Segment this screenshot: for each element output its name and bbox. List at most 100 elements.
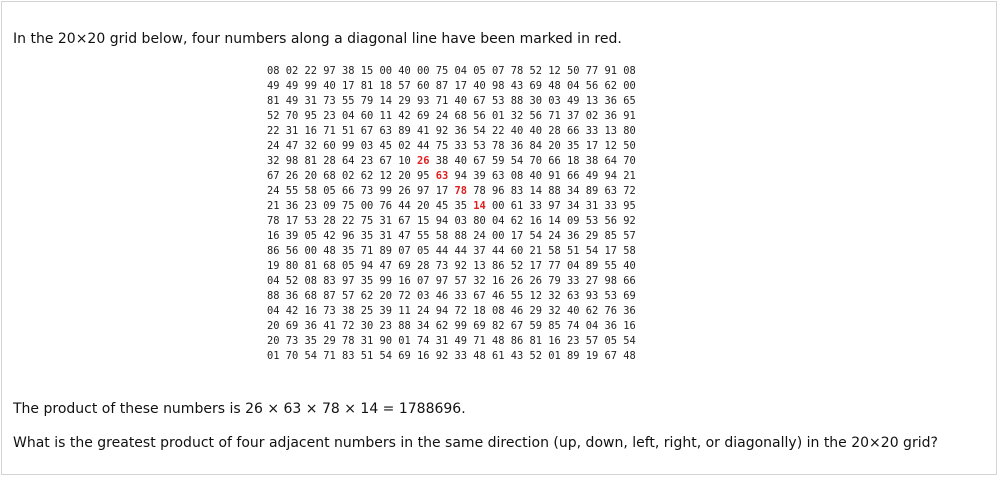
grid-cell: 66 — [623, 275, 636, 287]
grid-row: 04 52 08 83 97 35 99 16 07 97 57 32 16 26 26 79 33 27 98 66 — [267, 274, 636, 289]
grid-cell: 53 — [492, 95, 505, 107]
grid-cell: 17 — [342, 80, 355, 92]
grid-cell: 97 — [342, 275, 355, 287]
grid-cell: 36 — [285, 290, 299, 302]
grid-cell: 17 — [604, 245, 618, 257]
grid-cell: 13 — [585, 95, 599, 107]
grid-cell: 66 — [548, 155, 561, 167]
grid-cell: 72 — [454, 305, 468, 317]
grid-cell: 81 — [360, 80, 374, 92]
grid-cell: 21 — [623, 170, 636, 182]
grid-cell: 08 — [623, 65, 636, 77]
grid-cell: 03 — [417, 290, 430, 302]
grid-cell: 88 — [510, 95, 524, 107]
grid-cell: 73 — [435, 260, 449, 272]
grid-cell: 89 — [585, 260, 599, 272]
grid-cell: 52 — [510, 260, 524, 272]
grid-cell: 55 — [342, 95, 355, 107]
grid-cell: 38 — [585, 155, 599, 167]
grid-cell: 94 — [435, 305, 449, 317]
grid-cell: 07 — [417, 275, 430, 287]
grid-cell: 67 — [360, 125, 374, 137]
grid-cell: 88 — [548, 185, 561, 197]
grid-cell: 33 — [454, 350, 468, 362]
grid-cell: 35 — [304, 335, 318, 347]
grid-cell: 95 — [417, 170, 430, 182]
grid-cell: 81 — [529, 335, 543, 347]
grid-cell: 66 — [342, 185, 355, 197]
grid-cell: 05 — [323, 185, 336, 197]
grid-cell: 64 — [342, 155, 355, 167]
grid-cell: 63 — [379, 125, 393, 137]
grid-cell: 04 — [267, 305, 280, 317]
grid-cell: 54 — [585, 245, 599, 257]
grid-cell: 33 — [585, 125, 599, 137]
grid-cell: 09 — [323, 200, 336, 212]
grid-cell: 53 — [604, 290, 618, 302]
grid-cell: 59 — [492, 155, 505, 167]
grid-cell: 71 — [360, 245, 374, 257]
grid-cell: 48 — [548, 80, 561, 92]
grid-cell: 67 — [379, 155, 393, 167]
grid-cell: 93 — [417, 95, 430, 107]
grid-cell: 24 — [267, 140, 280, 152]
grid-cell: 08 — [510, 170, 524, 182]
grid-cell: 36 — [567, 230, 580, 242]
grid-cell: 97 — [417, 185, 430, 197]
grid-cell: 36 — [604, 320, 618, 332]
grid-cell: 04 — [492, 215, 505, 227]
grid-cell: 68 — [323, 170, 336, 182]
grid-cell: 36 — [623, 305, 636, 317]
grid-cell: 70 — [623, 155, 636, 167]
grid-cell: 13 — [604, 125, 618, 137]
grid-cell: 40 — [567, 305, 580, 317]
grid-cell: 17 — [510, 230, 524, 242]
grid-cell: 44 — [492, 245, 505, 257]
grid-cell: 65 — [623, 95, 636, 107]
grid-cell: 20 — [267, 335, 280, 347]
grid-cell: 17 — [529, 260, 543, 272]
grid-cell: 40 — [529, 170, 543, 182]
grid-cell: 56 — [604, 215, 618, 227]
grid-cell: 66 — [567, 170, 580, 182]
grid-cell: 57 — [342, 290, 355, 302]
product-paragraph: The product of these numbers is 26 × 63 … — [13, 401, 466, 417]
grid-row: 04 42 16 73 38 25 39 11 24 94 72 18 08 46 29 32 40 62 76 36 — [267, 304, 636, 319]
grid-cell: 03 — [360, 140, 374, 152]
grid-cell: 56 — [285, 245, 299, 257]
grid-cell: 74 — [417, 335, 430, 347]
grid-cell: 89 — [585, 185, 599, 197]
grid-cell: 57 — [454, 275, 468, 287]
grid-cell: 31 — [360, 335, 374, 347]
grid-cell: 96 — [342, 230, 355, 242]
grid-cell: 38 — [342, 305, 355, 317]
grid-row: 49 49 99 40 17 81 18 57 60 87 17 40 98 43 69 48 04 56 62 00 — [267, 79, 636, 94]
grid-cell: 99 — [454, 320, 468, 332]
grid-cell: 31 — [379, 230, 393, 242]
question-paragraph: What is the greatest product of four adj… — [13, 435, 938, 451]
grid-cell: 81 — [304, 260, 318, 272]
grid-row: 78 17 53 28 22 75 31 67 15 94 03 80 04 62 16 14 09 53 56 92 — [267, 214, 636, 229]
grid-cell: 91 — [623, 110, 636, 122]
grid-cell: 17 — [585, 140, 599, 152]
grid-cell: 63 — [492, 170, 505, 182]
grid-cell: 49 — [567, 95, 580, 107]
grid-cell: 15 — [417, 215, 430, 227]
grid-cell: 68 — [454, 110, 468, 122]
grid-cell: 53 — [304, 215, 318, 227]
grid-cell: 35 — [342, 245, 355, 257]
grid-cell: 94 — [360, 260, 374, 272]
grid-cell: 77 — [585, 65, 599, 77]
grid-cell: 68 — [304, 290, 318, 302]
grid-cell: 89 — [398, 125, 411, 137]
grid-cell: 84 — [529, 140, 543, 152]
grid-cell: 82 — [492, 320, 505, 332]
grid-cell: 51 — [342, 125, 355, 137]
grid-cell: 00 — [360, 200, 374, 212]
grid-row: 88 36 68 87 57 62 20 72 03 46 33 67 46 55 12 32 63 93 53 69 — [267, 289, 636, 304]
grid-cell: 69 — [398, 350, 411, 362]
grid-cell: 04 — [454, 65, 468, 77]
grid-cell: 58 — [548, 245, 561, 257]
grid-cell: 90 — [379, 335, 393, 347]
grid-cell: 29 — [323, 335, 336, 347]
